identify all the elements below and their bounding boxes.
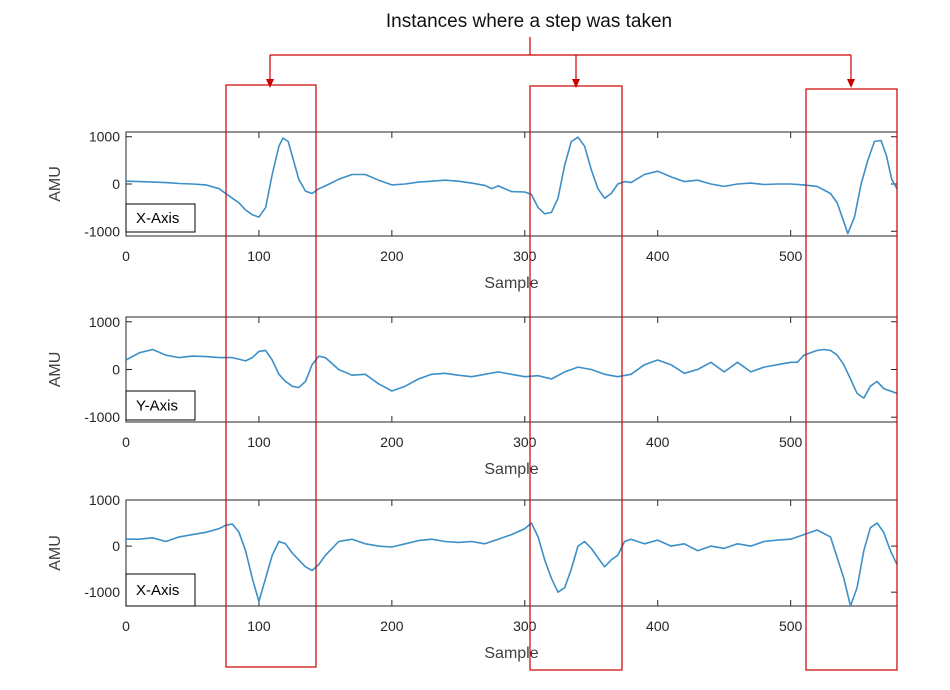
x-tick-label: 300 [513, 434, 537, 450]
x-tick-label: 0 [122, 248, 130, 264]
connector-arrowhead [847, 79, 855, 88]
y-tick-label: 1000 [89, 129, 120, 145]
chart-panel-3: 0 100 200 300 400 500 -1000 0 1000 Sample AMU X-Axi… [47, 492, 898, 662]
panel-label: X-Axis [136, 582, 179, 599]
y-tick-label: -1000 [84, 584, 120, 600]
y-tick-label: 0 [112, 538, 120, 554]
chart-panels: 0 100 200 300 400 500-100001000SampleAMUX-Axi… [47, 129, 898, 662]
x-tick-label: 100 [247, 248, 271, 264]
x-tick-label: 500 [779, 618, 803, 634]
connector-arrowhead [572, 79, 580, 88]
chart-panel-1: 0 100 200 300 400 500-100001000SampleAMUX-Axi… [47, 129, 898, 292]
x-tick-label: 500 [779, 248, 803, 264]
x-tick-label: 500 [779, 434, 803, 450]
panel-label-box [125, 573, 196, 607]
plot-area-frame [125, 316, 898, 423]
y-tick-label: 0 [112, 176, 120, 192]
x-tick-label: 0 [122, 618, 130, 634]
x-tick-label: 0 [122, 434, 130, 450]
step-highlight-box [225, 84, 317, 668]
y-tick-label: -1000 [84, 223, 120, 239]
plot-area-frame [125, 499, 898, 607]
y-tick-label: 1000 [89, 492, 120, 508]
panel-label-box [125, 390, 196, 421]
y-tick-label: 1000 [89, 314, 120, 330]
y-tick-label: -1000 [84, 409, 120, 425]
x-tick-label: 100 [247, 434, 271, 450]
y-axis-label: AMU [47, 535, 64, 571]
x-axis-label: Sample [484, 275, 538, 292]
y-tick-label: 0 [112, 362, 120, 378]
y-axis-label: AMU [47, 352, 64, 388]
x-tick-label: 200 [380, 618, 404, 634]
x-tick-label: 100 [247, 618, 271, 634]
x-tick-label: 200 [380, 434, 404, 450]
step-highlight-box [529, 85, 623, 671]
x-tick-label: 400 [646, 248, 670, 264]
step-annotations [225, 37, 898, 671]
x-tick-label: 400 [646, 434, 670, 450]
series-line [126, 136, 897, 235]
series-line [126, 348, 897, 399]
panel-label: Y-Axis [136, 398, 178, 415]
panel-label-box [125, 203, 196, 233]
x-axis-label: Sample [484, 645, 538, 662]
chart-panel-2: 0 100 200 300 400 500-100001000SampleAMUY-Axi… [47, 314, 898, 478]
x-tick-label: 400 [646, 618, 670, 634]
series-line [126, 522, 897, 606]
annotation-title: Instances where a step was taken [386, 11, 672, 32]
x-tick-label: 300 [513, 248, 537, 264]
x-axis-label: Sample [484, 461, 538, 478]
x-tick-label: 200 [380, 248, 404, 264]
panel-label: X-Axis [136, 210, 179, 227]
step-highlight-box [805, 88, 898, 671]
x-tick-label: 300 [513, 618, 537, 634]
connector-arrowhead [266, 79, 274, 88]
y-axis-label: AMU [47, 166, 64, 202]
